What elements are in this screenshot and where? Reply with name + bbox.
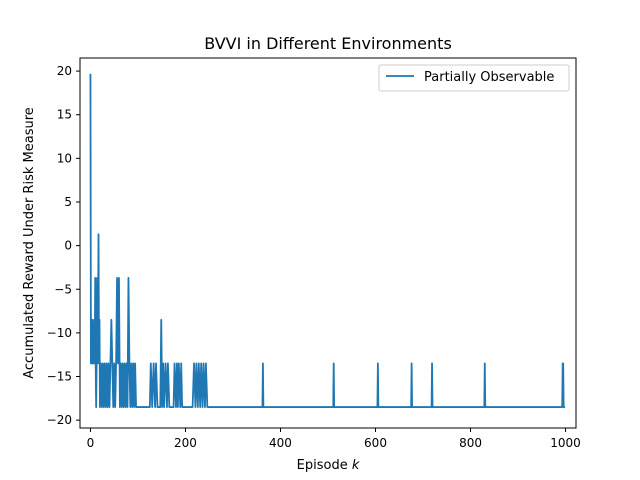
legend-label: Partially Observable [424,70,554,85]
y-tick-label: 0 [64,239,72,253]
y-tick-label: 5 [64,195,72,209]
x-axis-label-prefix: Episode [297,458,352,473]
y-tick-label: −5 [54,282,72,296]
x-tick-label: 0 [87,436,95,450]
x-tick-label: 800 [459,436,482,450]
x-tick-label: 200 [174,436,197,450]
x-axis-label-variable: k [352,458,360,473]
legend-frame [378,64,570,92]
x-tick-label: 400 [269,436,292,450]
series-layer [89,73,566,408]
x-axis-label: Episode k [297,458,360,473]
axes-frame [79,57,577,429]
x-tick-label: 1000 [550,436,581,450]
chart-title: BVVI in Different Environments [204,34,452,53]
series-line [89,73,566,408]
x-axis-ticks: 0 200 400 600 800 1000 [87,428,581,450]
y-axis-ticks: 20 15 10 5 0 −5 −10 −15 −20 [47,64,80,427]
y-axis-label: Accumulated Reward Under Risk Measure [22,107,37,379]
y-tick-label: 20 [57,64,72,78]
y-tick-label: 15 [57,108,72,122]
x-tick-label: 600 [364,436,387,450]
y-tick-label: −15 [47,370,72,384]
y-tick-label: −20 [47,413,72,427]
y-tick-label: −10 [47,326,72,340]
legend: Partially Observable [378,64,570,92]
y-tick-label: 10 [57,151,72,165]
